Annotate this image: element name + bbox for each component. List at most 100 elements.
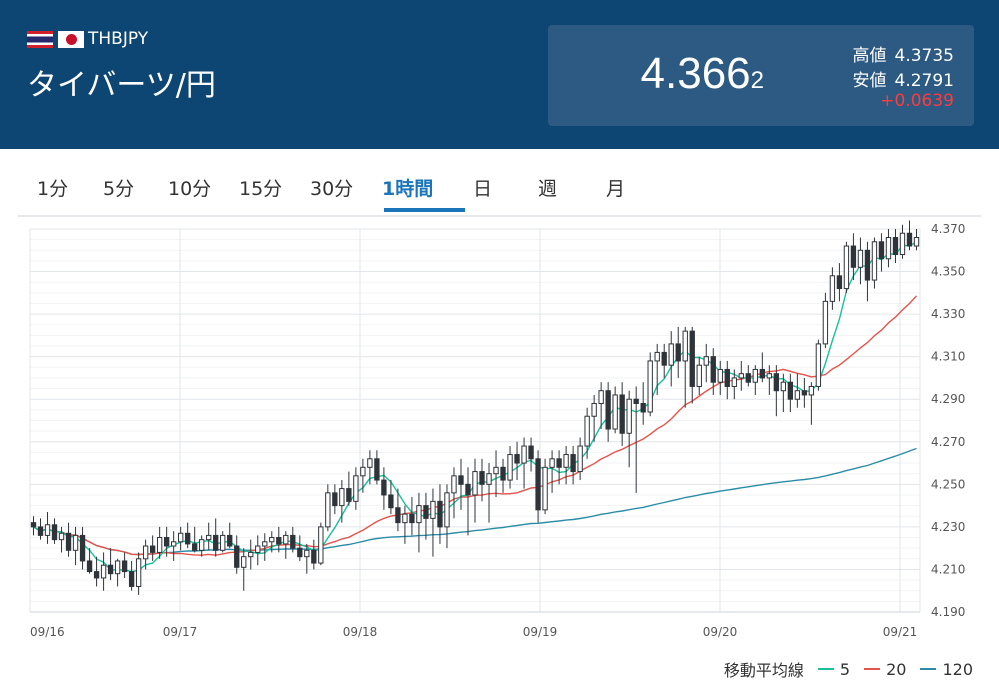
candle-body bbox=[30, 522, 37, 528]
candle-body bbox=[185, 532, 191, 545]
y-tick-label: 4.330 bbox=[931, 307, 965, 321]
tab-1hour[interactable]: 1時間 bbox=[382, 178, 434, 200]
candle-body bbox=[563, 454, 569, 468]
x-tick-label: 09/21 bbox=[883, 625, 918, 639]
high-label: 高値 bbox=[852, 46, 887, 66]
candle-body bbox=[86, 560, 93, 573]
candle-body bbox=[682, 330, 688, 362]
current-price: 4.3662 bbox=[641, 49, 764, 99]
candle-body bbox=[591, 402, 597, 417]
candle-body bbox=[661, 351, 667, 366]
tab-week[interactable]: 週 bbox=[538, 178, 558, 200]
y-tick-label: 4.190 bbox=[931, 605, 965, 619]
candle-body bbox=[220, 534, 226, 551]
candle-body bbox=[346, 488, 352, 502]
candle-body bbox=[465, 483, 471, 496]
candle-body bbox=[556, 458, 562, 468]
candle-body bbox=[269, 537, 275, 543]
candle-body bbox=[633, 398, 639, 404]
candle-body bbox=[836, 275, 843, 290]
x-tick-label: 09/19 bbox=[523, 625, 558, 639]
tab-day[interactable]: 日 bbox=[473, 178, 493, 200]
candle-body bbox=[255, 545, 261, 553]
candle-body bbox=[318, 526, 324, 564]
candle-body bbox=[213, 534, 219, 551]
legend-ma5: 5 bbox=[839, 659, 851, 679]
candle-body bbox=[458, 475, 464, 485]
legend-title: 移動平均線 bbox=[723, 661, 804, 680]
candle-body bbox=[37, 526, 44, 536]
japan-flag-icon bbox=[58, 31, 84, 48]
candle-body bbox=[472, 471, 478, 496]
candle-body bbox=[128, 571, 135, 587]
price-change: +0.0639 bbox=[880, 91, 954, 111]
candle-body bbox=[731, 377, 737, 387]
currency-flags bbox=[27, 31, 84, 48]
y-tick-label: 4.310 bbox=[931, 350, 965, 364]
ma120-line bbox=[33, 447, 917, 556]
candle-body bbox=[325, 492, 331, 528]
candle-body bbox=[58, 532, 65, 541]
y-tick-label: 4.290 bbox=[931, 392, 965, 406]
legend-ma120: 120 bbox=[942, 659, 973, 679]
candle-body bbox=[759, 368, 765, 379]
candle-body bbox=[724, 368, 730, 387]
candle-body bbox=[107, 564, 114, 575]
candle-body bbox=[815, 343, 822, 387]
candle-body bbox=[787, 381, 794, 400]
candle-body bbox=[640, 402, 646, 413]
tab-5min[interactable]: 5分 bbox=[103, 178, 135, 200]
candle-body bbox=[570, 454, 576, 473]
candle-body bbox=[72, 534, 79, 551]
candle-body bbox=[423, 505, 429, 519]
candle-body bbox=[409, 513, 415, 524]
candle-body bbox=[388, 494, 394, 509]
candle-body bbox=[353, 475, 359, 502]
candle-body bbox=[65, 532, 72, 551]
tab-15min[interactable]: 15分 bbox=[239, 178, 283, 200]
candle-body bbox=[374, 458, 380, 481]
ma5-swatch bbox=[817, 668, 834, 670]
y-tick-label: 4.210 bbox=[931, 562, 965, 576]
candle-body bbox=[114, 560, 121, 575]
candle-body bbox=[192, 543, 198, 551]
tab-30min[interactable]: 30分 bbox=[310, 178, 354, 200]
candle-body bbox=[121, 560, 128, 573]
x-tick-label: 09/18 bbox=[343, 625, 378, 639]
candle-body bbox=[773, 373, 780, 392]
candle-body bbox=[843, 245, 850, 290]
candle-body bbox=[710, 356, 716, 383]
candle-body bbox=[311, 549, 317, 564]
candle-body bbox=[367, 458, 373, 468]
tab-10min[interactable]: 10分 bbox=[168, 178, 212, 200]
candle-body bbox=[521, 445, 527, 464]
ma120-swatch bbox=[920, 668, 937, 670]
candle-body bbox=[598, 390, 604, 404]
candle-body bbox=[234, 545, 240, 568]
candle-body bbox=[142, 545, 149, 560]
candle-body bbox=[451, 475, 457, 494]
candle-body bbox=[822, 300, 829, 345]
high-row: 高値 4.3735 bbox=[853, 41, 954, 66]
tab-1min[interactable]: 1分 bbox=[37, 178, 69, 200]
active-tab-indicator bbox=[384, 208, 465, 212]
candle-body bbox=[290, 534, 296, 549]
moving-average-legend: 移動平均線 5 20 120 bbox=[724, 657, 973, 681]
y-tick-label: 4.350 bbox=[931, 265, 965, 279]
candle-body bbox=[163, 537, 170, 547]
candle-body bbox=[206, 534, 212, 541]
candle-body bbox=[528, 445, 534, 460]
candle-body bbox=[395, 507, 401, 524]
candle-body bbox=[689, 330, 695, 387]
quote-header: THBJPY タイバーツ/円 4.3662 高値 4.3735 安値 4.2791 … bbox=[0, 0, 999, 149]
candle-body bbox=[857, 249, 864, 268]
candle-body bbox=[199, 539, 205, 551]
pair-code: THBJPY bbox=[88, 29, 149, 49]
low-label: 安値 bbox=[852, 71, 887, 91]
candle-body bbox=[262, 541, 268, 547]
candle-body bbox=[535, 458, 541, 511]
candle-body bbox=[801, 390, 808, 396]
candle-body bbox=[605, 390, 611, 430]
candle-body bbox=[829, 275, 836, 302]
tab-month[interactable]: 月 bbox=[606, 178, 626, 200]
